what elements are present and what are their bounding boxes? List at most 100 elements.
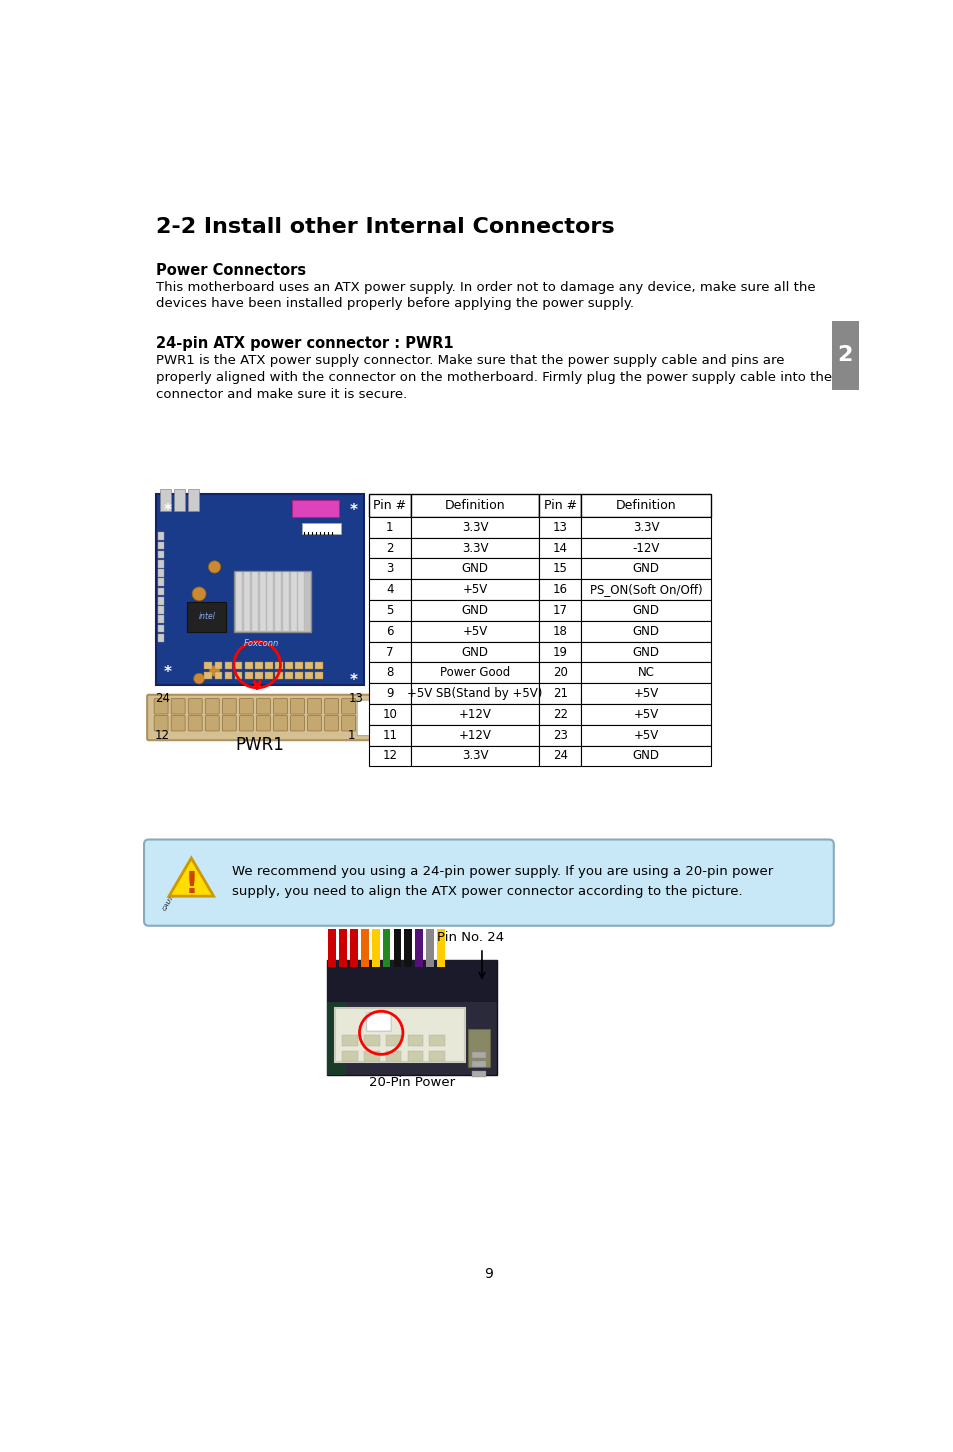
- Text: *: *: [350, 504, 357, 518]
- Bar: [158, 597, 164, 604]
- FancyBboxPatch shape: [291, 698, 304, 714]
- Bar: [234, 662, 242, 669]
- Bar: [410, 684, 538, 704]
- Text: 4: 4: [386, 584, 393, 597]
- Bar: [158, 569, 164, 576]
- FancyBboxPatch shape: [171, 698, 185, 714]
- Text: PS_ON(Soft On/Off): PS_ON(Soft On/Off): [589, 584, 701, 597]
- Circle shape: [192, 587, 206, 601]
- Text: NC: NC: [638, 666, 654, 680]
- Bar: [187, 601, 226, 633]
- Bar: [407, 1050, 422, 1061]
- FancyBboxPatch shape: [154, 716, 168, 730]
- Bar: [233, 571, 311, 633]
- Text: GND: GND: [632, 749, 659, 762]
- Bar: [404, 929, 412, 967]
- Bar: [342, 1050, 357, 1061]
- Text: 24: 24: [154, 691, 170, 704]
- FancyBboxPatch shape: [256, 698, 270, 714]
- Bar: [234, 672, 242, 678]
- Bar: [369, 537, 410, 559]
- Text: This motherboard uses an ATX power supply. In order not to damage any device, ma: This motherboard uses an ATX power suppl…: [156, 280, 815, 293]
- Bar: [158, 533, 164, 540]
- Bar: [580, 537, 711, 559]
- Bar: [369, 559, 410, 579]
- Bar: [244, 572, 250, 630]
- Text: 3: 3: [386, 562, 393, 575]
- Bar: [158, 624, 164, 633]
- Text: +5V: +5V: [633, 729, 659, 742]
- Bar: [156, 494, 364, 685]
- Text: 12: 12: [382, 749, 396, 762]
- Bar: [410, 621, 538, 642]
- Bar: [410, 537, 538, 559]
- Text: 3.3V: 3.3V: [633, 521, 659, 534]
- FancyBboxPatch shape: [341, 698, 355, 714]
- Bar: [369, 745, 410, 767]
- Bar: [369, 642, 410, 662]
- Bar: [472, 1061, 485, 1067]
- Text: 6: 6: [386, 624, 393, 637]
- FancyBboxPatch shape: [274, 698, 287, 714]
- Bar: [369, 725, 410, 745]
- Circle shape: [209, 665, 220, 677]
- Text: 12: 12: [154, 729, 170, 742]
- Bar: [538, 517, 580, 537]
- Text: 2-2 Install other Internal Connectors: 2-2 Install other Internal Connectors: [156, 216, 615, 237]
- Text: GND: GND: [461, 562, 488, 575]
- Bar: [831, 321, 858, 389]
- FancyBboxPatch shape: [205, 698, 219, 714]
- FancyBboxPatch shape: [222, 716, 236, 730]
- Text: +12V: +12V: [458, 729, 491, 742]
- Text: Pin #: Pin #: [373, 499, 406, 513]
- Bar: [410, 517, 538, 537]
- Bar: [158, 616, 164, 623]
- FancyBboxPatch shape: [335, 1008, 464, 1061]
- Bar: [429, 1050, 444, 1061]
- FancyBboxPatch shape: [239, 716, 253, 730]
- Bar: [204, 662, 212, 669]
- Text: 23: 23: [552, 729, 567, 742]
- FancyBboxPatch shape: [239, 698, 253, 714]
- Bar: [538, 725, 580, 745]
- Text: !: !: [184, 870, 198, 899]
- Bar: [538, 579, 580, 600]
- Bar: [214, 672, 222, 678]
- Bar: [285, 662, 293, 669]
- Text: PWR1: PWR1: [235, 736, 284, 754]
- Bar: [580, 704, 711, 725]
- Bar: [158, 588, 164, 595]
- Bar: [158, 607, 164, 614]
- Text: 11: 11: [382, 729, 396, 742]
- Bar: [315, 662, 323, 669]
- Bar: [538, 559, 580, 579]
- Text: 13: 13: [348, 691, 363, 704]
- Bar: [580, 494, 711, 517]
- FancyBboxPatch shape: [205, 716, 219, 730]
- Text: 2: 2: [837, 346, 852, 366]
- Bar: [298, 572, 304, 630]
- Text: 24-pin ATX power connector : PWR1: 24-pin ATX power connector : PWR1: [156, 335, 454, 351]
- Bar: [385, 1050, 401, 1061]
- FancyBboxPatch shape: [366, 1013, 391, 1031]
- Text: 2: 2: [386, 542, 393, 555]
- Text: 16: 16: [552, 584, 567, 597]
- Bar: [538, 494, 580, 517]
- Bar: [245, 662, 253, 669]
- Text: 19: 19: [552, 646, 567, 659]
- Bar: [315, 672, 323, 678]
- Text: 3.3V: 3.3V: [461, 521, 488, 534]
- Bar: [294, 662, 303, 669]
- Text: 1: 1: [347, 729, 355, 742]
- Text: GND: GND: [461, 604, 488, 617]
- Bar: [339, 929, 347, 967]
- Bar: [580, 621, 711, 642]
- Text: connector and make sure it is secure.: connector and make sure it is secure.: [156, 388, 407, 401]
- Bar: [410, 579, 538, 600]
- Bar: [274, 672, 282, 678]
- FancyBboxPatch shape: [147, 694, 373, 741]
- Text: *: *: [164, 504, 172, 518]
- Bar: [372, 929, 379, 967]
- Bar: [580, 559, 711, 579]
- Bar: [364, 1035, 379, 1045]
